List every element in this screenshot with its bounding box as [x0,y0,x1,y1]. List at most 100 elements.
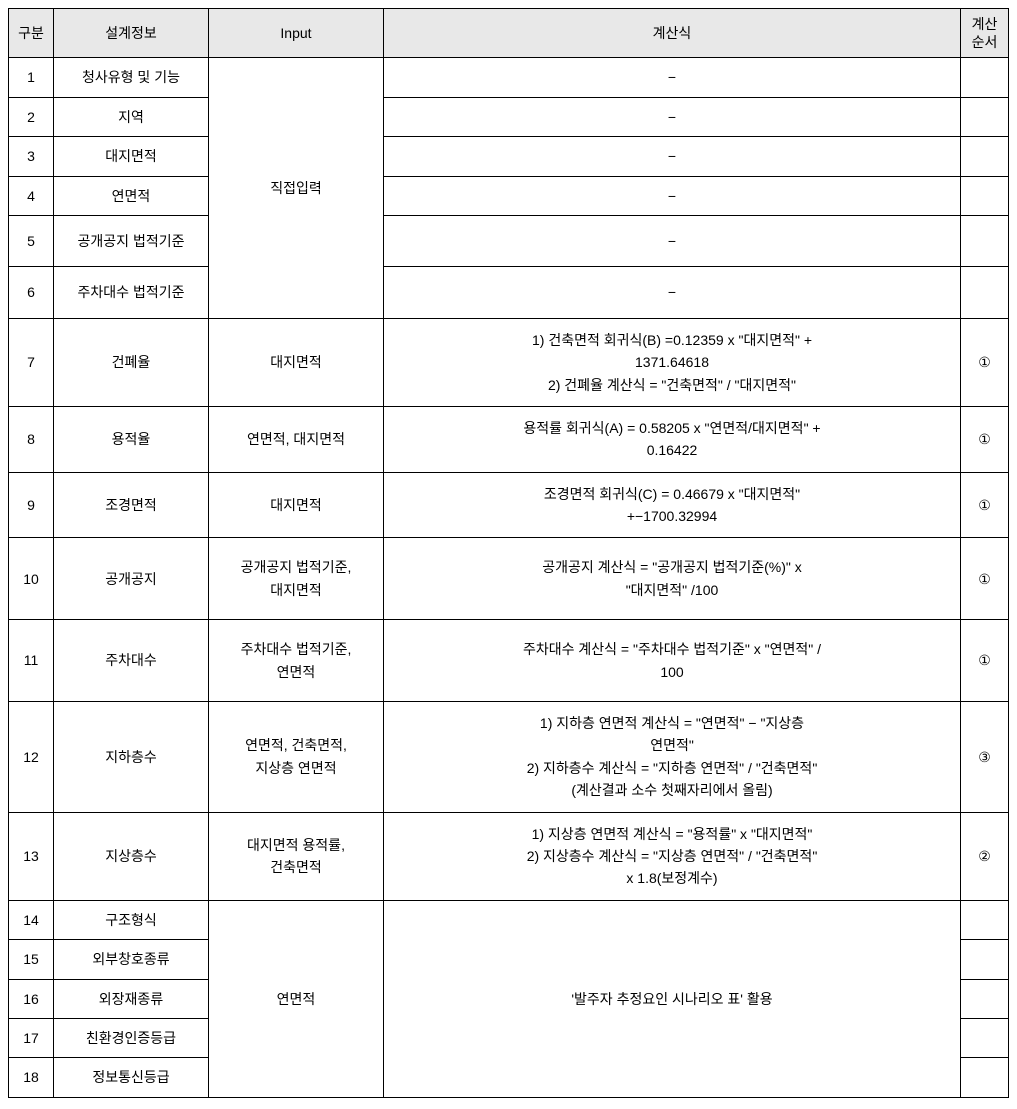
cell-design: 구조형식 [54,900,209,939]
cell-design: 청사유형 및 기능 [54,58,209,97]
cell-formula: − [384,137,961,176]
cell-num: 1 [9,58,54,97]
cell-order [961,267,1009,318]
cell-input: 연면적, 대지면적 [209,406,384,472]
cell-order: ① [961,406,1009,472]
header-order-l1: 계산 [972,16,998,32]
table-row: 9 조경면적 대지면적 조경면적 회귀식(C) = 0.46679 x "대지면… [9,472,1009,538]
cell-order [961,940,1009,979]
input-line: 연면적, 건축면적, [245,737,347,753]
input-line: 연면적 [277,664,316,680]
header-row: 구분 설계정보 Input 계산식 계산순서 [9,9,1009,58]
input-line: 건축면적 [270,859,322,875]
cell-design: 건폐율 [54,318,209,406]
input-line: 대지면적 용적률, [247,837,345,853]
table-row: 13 지상층수 대지면적 용적률, 건축면적 1) 지상층 연면적 계산식 = … [9,812,1009,900]
cell-order [961,1058,1009,1097]
cell-design: 대지면적 [54,137,209,176]
formula-line: 1371.64618 [398,351,946,373]
cell-formula: − [384,176,961,215]
cell-input: 공개공지 법적기준, 대지면적 [209,538,384,620]
cell-design: 지상층수 [54,812,209,900]
cell-order [961,979,1009,1018]
calculation-table: 구분 설계정보 Input 계산식 계산순서 1 청사유형 및 기능 직접입력 … [8,8,1009,1098]
table-row: 4 연면적 − [9,176,1009,215]
cell-formula: 조경면적 회귀식(C) = 0.46679 x "대지면적" +−1700.32… [384,472,961,538]
cell-num: 5 [9,215,54,266]
formula-line: 2) 지하층수 계산식 = "지하층 연면적" / "건축면적" [398,757,946,779]
cell-input: 대지면적 [209,318,384,406]
table-row: 10 공개공지 공개공지 법적기준, 대지면적 공개공지 계산식 = "공개공지… [9,538,1009,620]
cell-design: 공개공지 법적기준 [54,215,209,266]
table-row: 2 지역 − [9,97,1009,136]
cell-formula: 1) 지상층 연면적 계산식 = "용적률" x "대지면적" 2) 지상층수 … [384,812,961,900]
cell-num: 12 [9,702,54,813]
cell-order [961,1018,1009,1057]
cell-num: 4 [9,176,54,215]
formula-line: x 1.8(보정계수) [398,867,946,889]
formula-line: 조경면적 회귀식(C) = 0.46679 x "대지면적" [398,483,946,505]
formula-line: 1) 건축면적 회귀식(B) =0.12359 x "대지면적" + [398,329,946,351]
table-row: 3 대지면적 − [9,137,1009,176]
formula-line: 2) 지상층수 계산식 = "지상층 연면적" / "건축면적" [398,845,946,867]
table-row: 6 주차대수 법적기준 − [9,267,1009,318]
table-row: 1 청사유형 및 기능 직접입력 − [9,58,1009,97]
input-line: 공개공지 법적기준, [241,559,352,575]
cell-formula: − [384,97,961,136]
formula-line: 연면적" [398,734,946,756]
cell-design: 주차대수 법적기준 [54,267,209,318]
cell-formula: − [384,215,961,266]
cell-design: 외장재종류 [54,979,209,1018]
input-line: 대지면적 [270,582,322,598]
cell-num: 6 [9,267,54,318]
cell-input-direct: 직접입력 [209,58,384,318]
formula-line: 용적률 회귀식(A) = 0.58205 x "연면적/대지면적" + [398,417,946,439]
cell-num: 10 [9,538,54,620]
cell-formula: − [384,267,961,318]
cell-order: ① [961,318,1009,406]
formula-line: 100 [398,661,946,683]
cell-input: 주차대수 법적기준, 연면적 [209,620,384,702]
formula-line: +−1700.32994 [398,505,946,527]
header-num: 구분 [9,9,54,58]
formula-line: 주차대수 계산식 = "주차대수 법적기준" x "연면적" / [398,638,946,660]
cell-order [961,97,1009,136]
cell-design: 정보통신등급 [54,1058,209,1097]
input-line: 주차대수 법적기준, [241,641,352,657]
cell-design: 친환경인증등급 [54,1018,209,1057]
cell-num: 17 [9,1018,54,1057]
header-input: Input [209,9,384,58]
cell-num: 14 [9,900,54,939]
cell-design: 주차대수 [54,620,209,702]
cell-num: 3 [9,137,54,176]
cell-design: 외부창호종류 [54,940,209,979]
cell-input-area: 연면적 [209,900,384,1097]
cell-num: 11 [9,620,54,702]
cell-formula: − [384,58,961,97]
cell-num: 8 [9,406,54,472]
cell-order [961,58,1009,97]
header-design: 설계정보 [54,9,209,58]
cell-design: 공개공지 [54,538,209,620]
cell-order: ② [961,812,1009,900]
formula-line: 1) 지하층 연면적 계산식 = "연면적" − "지상층 [398,712,946,734]
table-row: 11 주차대수 주차대수 법적기준, 연면적 주차대수 계산식 = "주차대수 … [9,620,1009,702]
cell-num: 13 [9,812,54,900]
formula-line: 2) 건폐율 계산식 = "건축면적" / "대지면적" [398,374,946,396]
table-row: 8 용적율 연면적, 대지면적 용적률 회귀식(A) = 0.58205 x "… [9,406,1009,472]
formula-line: "대지면적" /100 [398,579,946,601]
formula-line: 1) 지상층 연면적 계산식 = "용적률" x "대지면적" [398,823,946,845]
cell-order [961,900,1009,939]
cell-num: 18 [9,1058,54,1097]
cell-design: 지역 [54,97,209,136]
cell-design: 조경면적 [54,472,209,538]
cell-order [961,215,1009,266]
table-row: 12 지하층수 연면적, 건축면적, 지상층 연면적 1) 지하층 연면적 계산… [9,702,1009,813]
cell-num: 7 [9,318,54,406]
header-formula: 계산식 [384,9,961,58]
cell-design: 지하층수 [54,702,209,813]
cell-num: 9 [9,472,54,538]
cell-design: 연면적 [54,176,209,215]
cell-order: ③ [961,702,1009,813]
cell-order [961,137,1009,176]
